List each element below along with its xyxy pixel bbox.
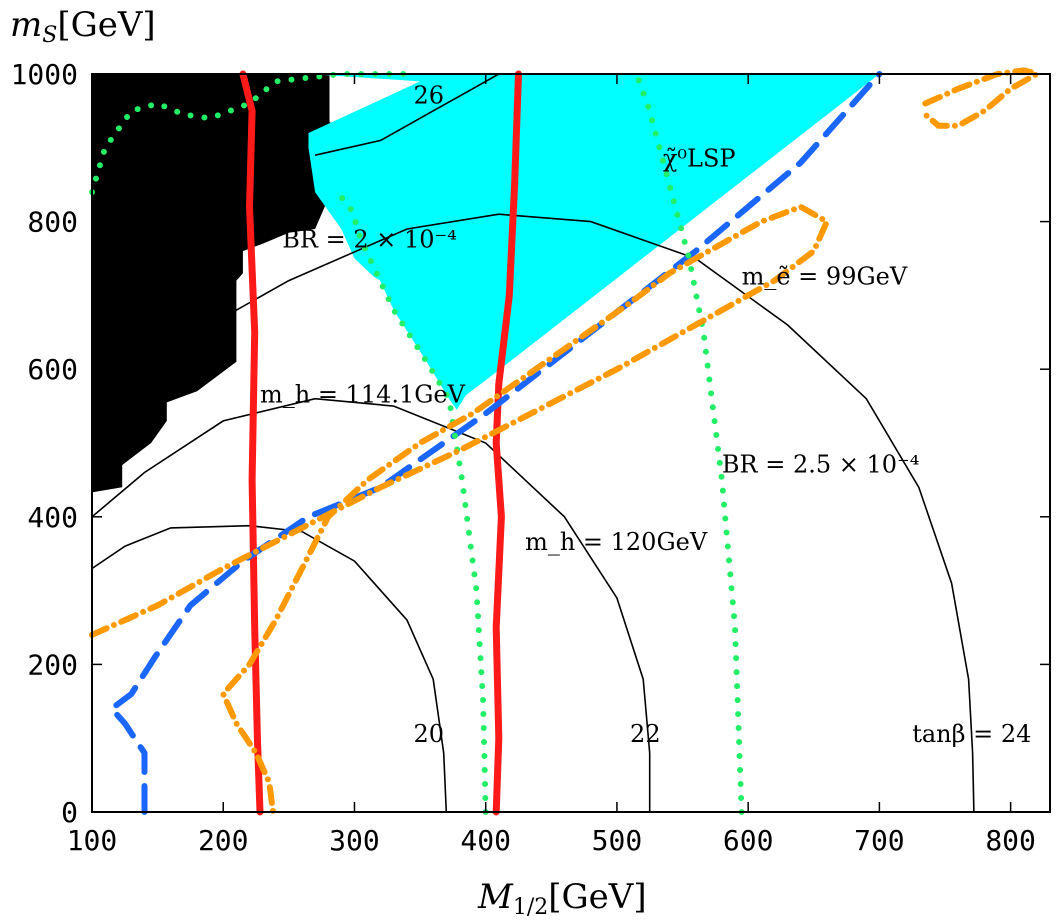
annotation: BR = 2.5 × 10⁻⁴ — [722, 451, 919, 479]
annotation: m_h = 114.1GeV — [260, 380, 466, 408]
regions-layer — [92, 74, 880, 493]
tan-beta-curve-3 — [314, 73, 500, 156]
annotation: 20 — [414, 720, 445, 748]
x-tick-label: 800 — [985, 824, 1036, 857]
annotation: m_h = 120GeV — [525, 528, 708, 556]
y-tick-label: 800 — [27, 206, 78, 239]
ticks-layer: 100 200 300 400 500 600 700 800 0 200 400 600 800 100… — [11, 58, 1050, 857]
br-dotted-curve-9 — [633, 71, 745, 815]
annotation: tanβ = 24 — [912, 720, 1031, 748]
y-tick-label: 600 — [27, 353, 78, 386]
x-tick-label: 200 — [198, 824, 249, 857]
tan-beta-curve-2 — [91, 213, 975, 813]
br-dotted-curve-8 — [334, 189, 489, 815]
y-axis-title: mS[GeV] — [10, 5, 156, 48]
higgs-mass-curve-5 — [492, 70, 522, 816]
y-tick-label: 400 — [27, 501, 78, 534]
x-axis-title: M1/2[GeV] — [477, 877, 647, 920]
x-tick-label: 400 — [460, 824, 511, 857]
br-dotted-curve-7 — [89, 71, 410, 196]
y-tick-label: 0 — [61, 796, 78, 829]
y-tick-label: 200 — [27, 648, 78, 681]
series-layer — [89, 67, 1045, 816]
tan-beta-curve-0 — [91, 524, 448, 813]
annotation: m_ẽ = 99GeV — [742, 262, 908, 290]
LSP-region — [308, 74, 880, 410]
x-tick-label: 500 — [592, 824, 643, 857]
x-tick-label: 600 — [723, 824, 774, 857]
annotation: 26 — [414, 82, 445, 110]
br-dashdot-curve-10 — [89, 203, 831, 815]
annotation: BR = 2 × 10⁻⁴ — [282, 225, 457, 253]
plot-frame — [91, 73, 1051, 813]
br-dashdot-curve-11 — [922, 67, 1045, 129]
x-tick-label: 300 — [329, 824, 380, 857]
higgs-mass-curve-4 — [239, 70, 264, 816]
x-tick-label: 100 — [67, 824, 118, 857]
tan-beta-curve-1 — [91, 397, 651, 812]
x-tick-label: 700 — [854, 824, 905, 857]
annotation: 22 — [630, 720, 661, 748]
y-tick-label: 1000 — [11, 58, 78, 91]
annotation: χ̃⁰LSP — [663, 144, 736, 172]
annotations-layer: BR = 2 × 10⁻⁴ m_h = 114.1GeV m_h = 120GeV m… — [260, 82, 1031, 748]
